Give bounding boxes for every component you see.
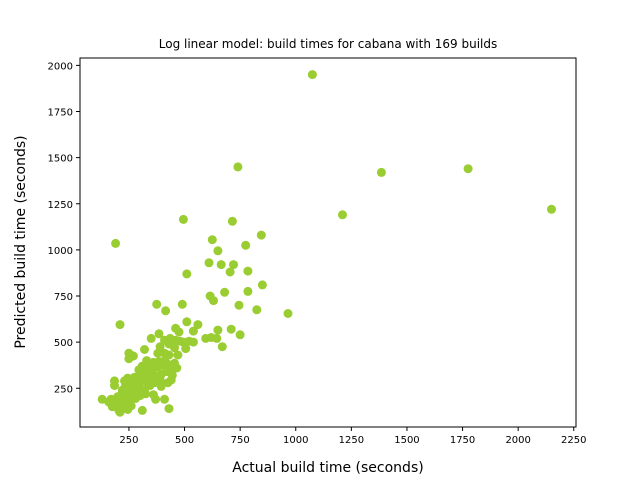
x-tick-label: 1750 (450, 435, 475, 446)
data-point (177, 299, 187, 309)
data-point (178, 214, 188, 224)
y-tick-label: 1000 (48, 246, 73, 257)
data-point (226, 324, 236, 334)
data-point (233, 162, 243, 172)
x-tick-label: 2250 (561, 435, 586, 446)
data-point (141, 389, 151, 399)
data-point (137, 405, 147, 415)
data-point (173, 350, 183, 360)
data-point (283, 309, 293, 318)
data-point (257, 280, 267, 290)
chart-title: Log linear model: build times for cabana… (159, 37, 498, 51)
y-tick-label: 1250 (48, 200, 73, 211)
data-point (256, 230, 266, 240)
data-point (216, 260, 226, 270)
x-tick-label: 250 (119, 435, 138, 446)
data-point (182, 269, 192, 279)
y-axis-label: Predicted build time (seconds) (13, 135, 29, 348)
data-point (164, 404, 174, 414)
data-point (188, 337, 198, 347)
data-points (97, 70, 556, 417)
data-point (164, 350, 174, 360)
data-point (146, 333, 156, 343)
data-point (115, 407, 125, 417)
data-point (151, 394, 161, 404)
data-point (235, 330, 245, 340)
data-point (123, 405, 133, 414)
y-tick-label: 2000 (48, 61, 73, 72)
data-point (376, 167, 386, 177)
data-point (107, 402, 117, 412)
plot-frame (79, 57, 577, 428)
y-tick-label: 750 (54, 292, 73, 303)
data-point (193, 320, 203, 330)
data-point (209, 296, 218, 306)
data-point (161, 306, 171, 316)
data-point (463, 164, 473, 174)
x-tick-label: 1250 (339, 435, 364, 446)
y-axis: 250 500 750 1000 1250 1500 1750 2000 (48, 61, 80, 395)
data-point (110, 381, 119, 390)
data-point (227, 216, 237, 226)
data-point (234, 300, 244, 310)
data-point (241, 240, 251, 250)
y-tick-label: 1500 (48, 154, 73, 165)
data-point (153, 348, 163, 358)
data-point (207, 235, 217, 245)
data-point (170, 343, 179, 353)
data-point (204, 258, 214, 268)
y-tick-label: 1750 (48, 108, 73, 119)
data-point (124, 354, 134, 364)
data-point (152, 299, 162, 309)
data-point (140, 345, 149, 354)
data-point (547, 204, 556, 214)
data-point (163, 378, 173, 388)
data-point (243, 286, 253, 296)
data-point (206, 333, 216, 342)
data-point (307, 70, 317, 80)
y-tick-label: 500 (54, 338, 73, 349)
data-point (182, 317, 192, 327)
x-axis-label: Actual build time (seconds) (232, 460, 423, 476)
x-axis: 250 500 750 1000 1250 1500 1750 2000 2250 (119, 427, 587, 446)
data-point (220, 287, 230, 297)
data-point (338, 210, 347, 220)
data-point (111, 238, 121, 248)
x-tick-label: 500 (175, 435, 194, 446)
data-point (181, 344, 191, 354)
data-point (229, 260, 238, 270)
x-tick-label: 1000 (283, 435, 308, 446)
data-point (243, 266, 253, 276)
data-point (217, 342, 227, 352)
data-point (252, 305, 262, 315)
data-point (188, 326, 198, 336)
data-point (115, 320, 125, 330)
data-point (174, 327, 184, 337)
data-point (225, 267, 235, 277)
data-point (213, 325, 223, 335)
x-tick-label: 1500 (394, 435, 419, 446)
data-point (156, 381, 166, 391)
x-tick-label: 2000 (505, 435, 530, 446)
data-point (213, 246, 223, 256)
x-tick-label: 750 (231, 435, 250, 446)
y-tick-label: 250 (54, 384, 73, 395)
data-point (160, 394, 169, 404)
data-point (154, 329, 164, 339)
